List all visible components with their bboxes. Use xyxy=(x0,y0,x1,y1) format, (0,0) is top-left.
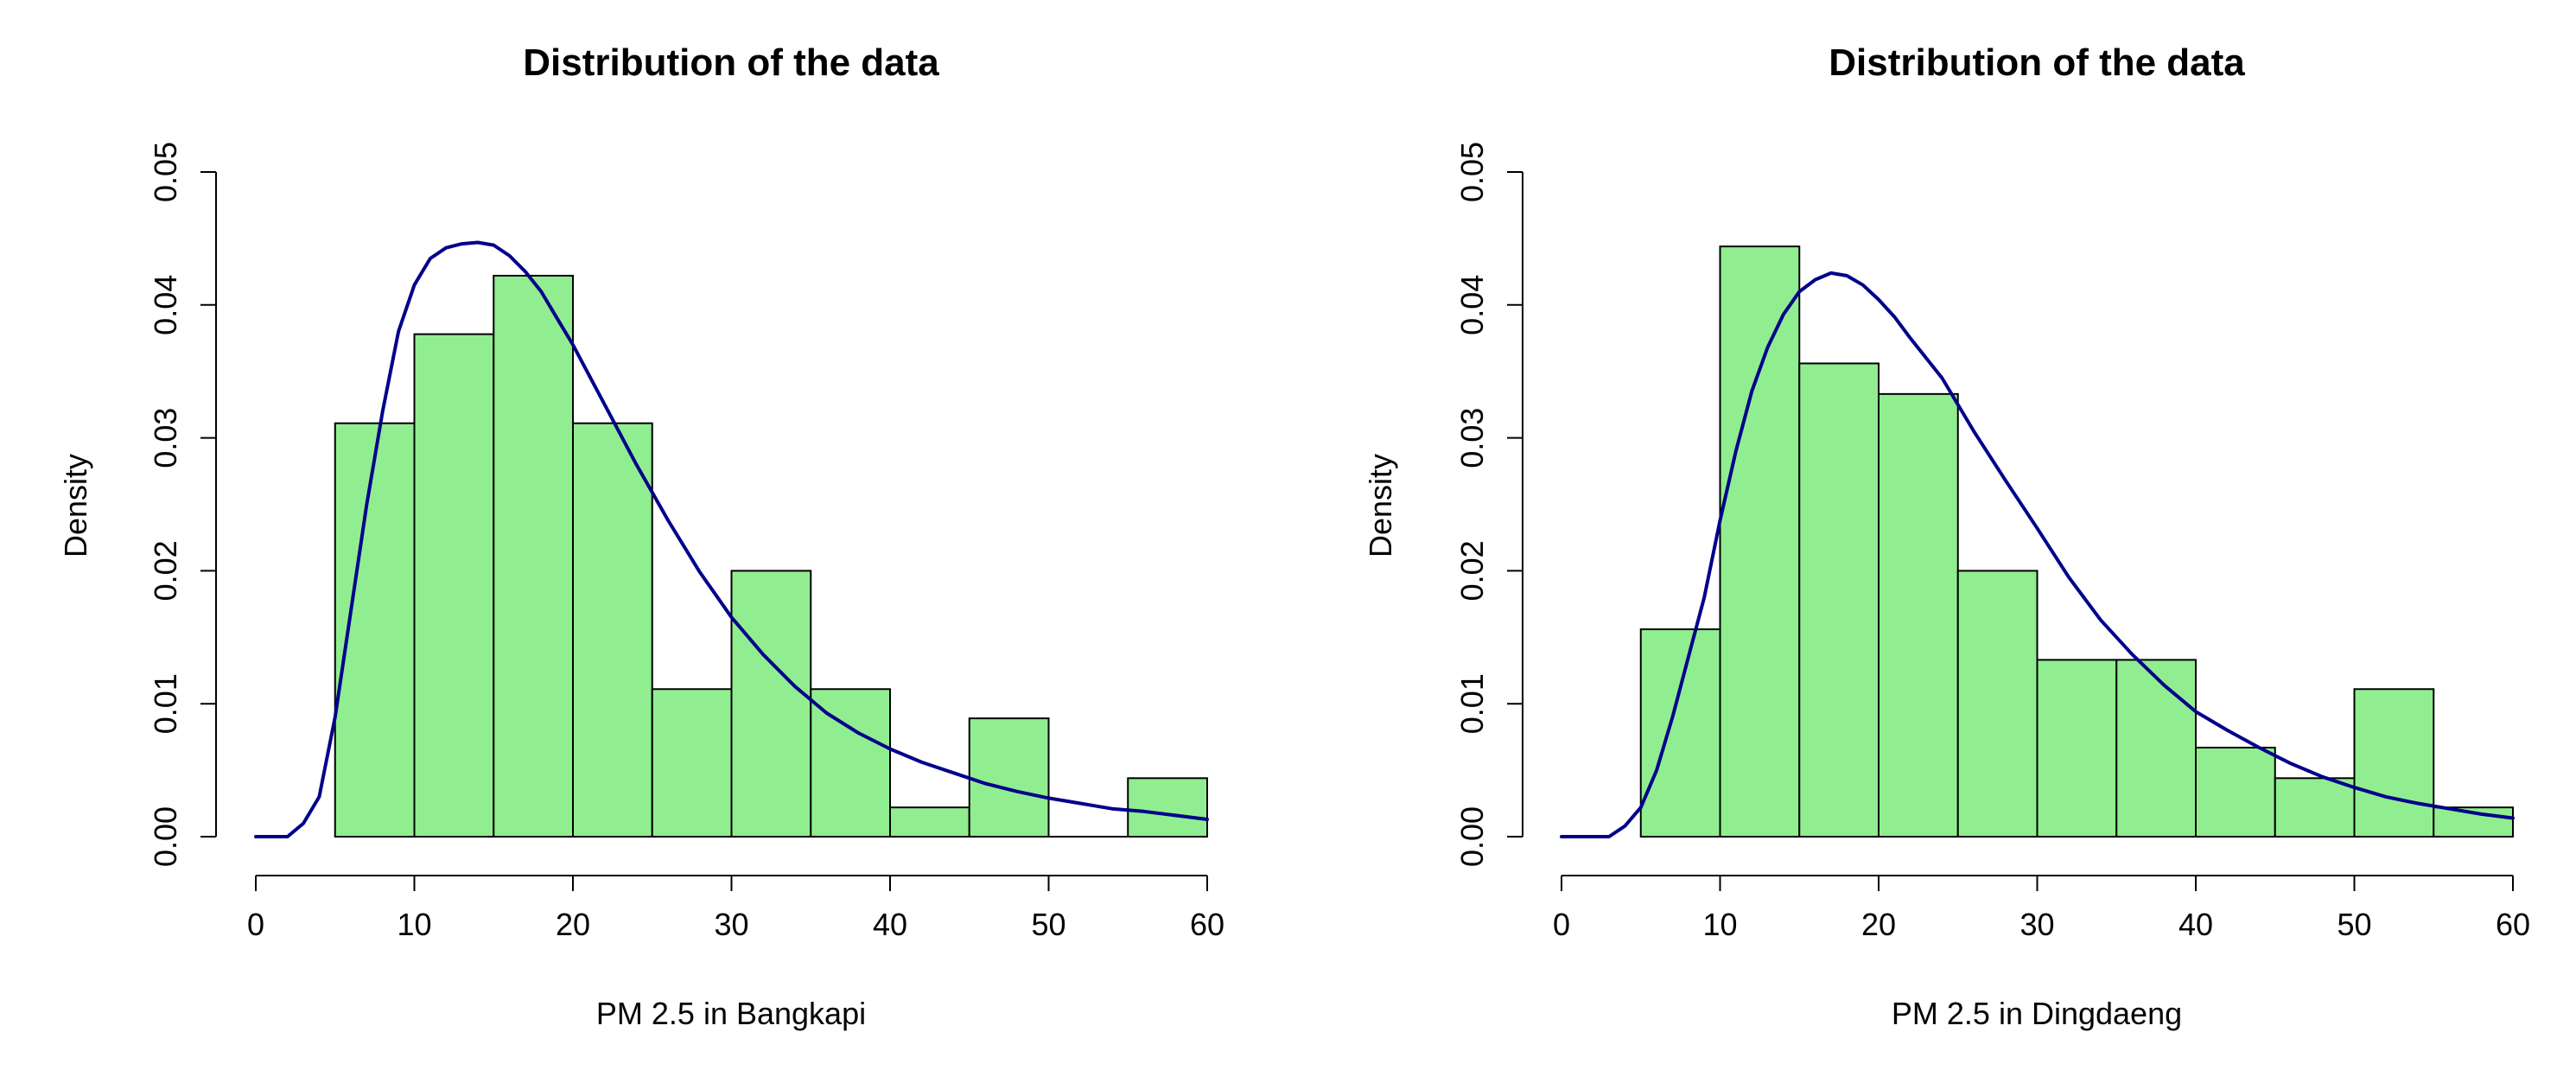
histogram-bar xyxy=(730,570,812,838)
histogram-bar xyxy=(1639,628,1721,838)
x-axis: 0 10 20 30 40 50 60 xyxy=(247,875,1224,942)
x-tick-label: 0 xyxy=(247,907,264,942)
x-tick-label: 10 xyxy=(397,907,431,942)
x-tick-label: 20 xyxy=(556,907,590,942)
x-tick-label: 30 xyxy=(2019,907,2054,942)
y-tick-label: 0.01 xyxy=(1454,673,1490,734)
histogram-bar xyxy=(2195,746,2276,838)
x-tick-label: 10 xyxy=(1702,907,1737,942)
y-axis-label: Density xyxy=(1363,454,1398,557)
x-tick-label: 40 xyxy=(2178,907,2213,942)
y-tick-label: 0.00 xyxy=(1454,806,1490,867)
histogram-bar xyxy=(968,717,1050,838)
histogram-bar xyxy=(1798,362,1880,838)
y-tick-label: 0.02 xyxy=(1454,540,1490,601)
histogram-panel-bangkapi: Distribution of the data Density PM 2.5 … xyxy=(58,41,1224,1031)
histogram-bar xyxy=(1127,777,1208,838)
histogram-bar xyxy=(889,806,970,838)
histogram-bar xyxy=(493,274,574,838)
histogram-bar xyxy=(2353,688,2435,838)
density-curve xyxy=(1560,271,2515,838)
x-tick-label: 20 xyxy=(1861,907,1896,942)
chart-title: Distribution of the data xyxy=(1829,41,2245,84)
y-axis: 0.00 0.01 0.02 0.03 0.04 0.05 xyxy=(148,142,217,867)
histogram-bar xyxy=(810,688,891,838)
bars xyxy=(1639,245,2514,838)
histogram-bar xyxy=(2274,777,2356,838)
x-axis: 0 10 20 30 40 50 60 xyxy=(1553,875,2530,942)
histogram-bar xyxy=(1956,570,2039,838)
y-tick-label: 0.03 xyxy=(148,408,183,468)
y-tick-label: 0.05 xyxy=(148,142,183,202)
x-tick-label: 30 xyxy=(714,907,748,942)
x-tick-label: 40 xyxy=(873,907,907,942)
density-curve xyxy=(254,240,1209,838)
x-tick-label: 50 xyxy=(1031,907,1065,942)
histogram-bar xyxy=(2036,659,2118,838)
y-tick-label: 0.04 xyxy=(148,275,183,335)
histogram-bar xyxy=(2433,806,2514,838)
y-tick-label: 0.02 xyxy=(148,540,183,601)
x-tick-label: 0 xyxy=(1553,907,1570,942)
histogram-panel-dingdaeng: Distribution of the data Density PM 2.5 … xyxy=(1363,41,2530,1031)
x-tick-label: 50 xyxy=(2337,907,2371,942)
x-axis-label: PM 2.5 in Dingdaeng xyxy=(1892,996,2182,1031)
histogram-bar xyxy=(413,333,495,838)
y-tick-label: 0.04 xyxy=(1454,275,1490,335)
x-axis-label: PM 2.5 in Bangkapi xyxy=(596,996,866,1031)
y-axis-label: Density xyxy=(58,454,93,557)
x-tick-label: 60 xyxy=(1190,907,1224,942)
histogram-bar xyxy=(2115,659,2197,838)
histogram-bar xyxy=(1719,245,1801,838)
chart-title: Distribution of the data xyxy=(523,41,939,84)
density-curve-group xyxy=(1560,271,2515,838)
x-tick-label: 60 xyxy=(2496,907,2530,942)
y-tick-label: 0.01 xyxy=(148,673,183,734)
histogram-bar xyxy=(572,422,653,838)
histogram-bar xyxy=(651,688,733,838)
y-axis: 0.00 0.01 0.02 0.03 0.04 0.05 xyxy=(1454,142,1523,867)
y-tick-label: 0.03 xyxy=(1454,408,1490,468)
y-tick-label: 0.00 xyxy=(148,806,183,867)
histogram-bar xyxy=(1878,392,1959,838)
y-tick-label: 0.05 xyxy=(1454,142,1490,202)
density-curve-group xyxy=(254,240,1209,838)
